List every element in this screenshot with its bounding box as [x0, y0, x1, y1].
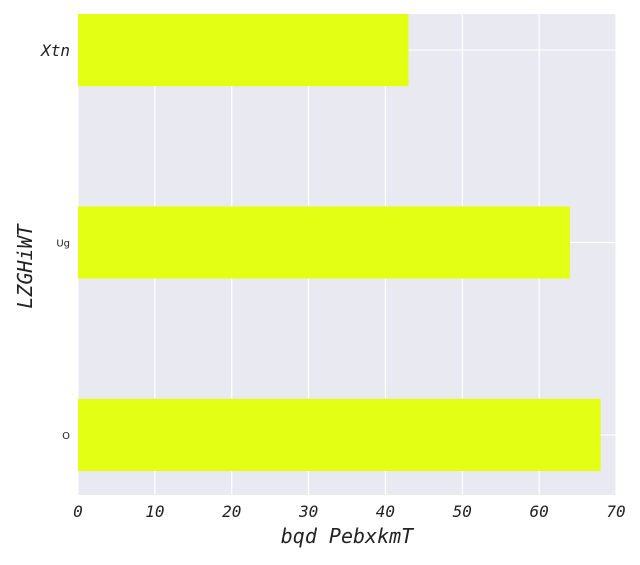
- x-tick-label: 30: [298, 502, 318, 521]
- x-tick-label: 70: [606, 502, 625, 521]
- x-tick-label: 0: [73, 502, 83, 521]
- y-tick-label: Ug: [56, 239, 70, 250]
- y-tick-label: O: [62, 431, 70, 442]
- bar-xtn: [78, 14, 409, 87]
- x-tick-label: 60: [530, 502, 549, 521]
- x-tick-labels: 0 10 20 30 40 50 60 70: [73, 502, 625, 521]
- x-tick-label: 40: [376, 502, 395, 521]
- x-tick-label: 10: [145, 502, 164, 521]
- bar-ug: [78, 206, 570, 279]
- y-axis-title: LZGHiWT: [13, 222, 37, 308]
- bar-o: [78, 398, 601, 471]
- y-tick-label: Xtn: [40, 41, 70, 60]
- x-tick-label: 50: [453, 502, 472, 521]
- bars: [78, 14, 601, 471]
- x-axis-title: bqd PebxkmT: [281, 524, 415, 548]
- x-tick-label: 20: [222, 502, 241, 521]
- y-tick-labels: Xtn Ug O: [40, 41, 70, 442]
